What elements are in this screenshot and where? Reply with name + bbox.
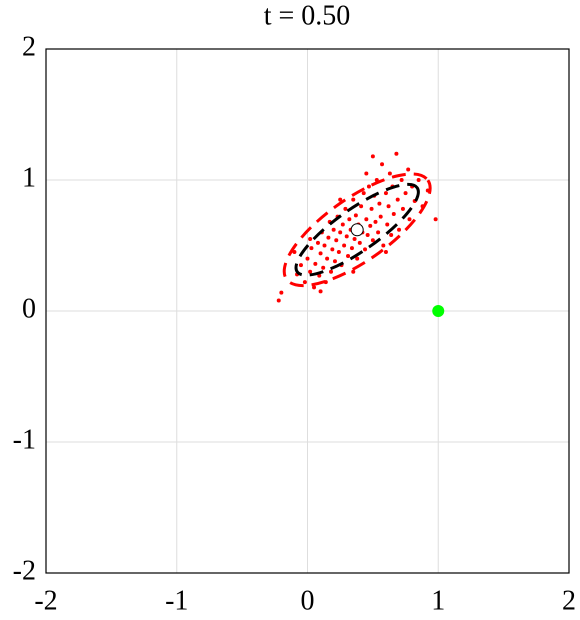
point bbox=[343, 206, 348, 211]
marker bbox=[350, 223, 364, 237]
point bbox=[407, 217, 412, 222]
point bbox=[305, 256, 310, 261]
point bbox=[321, 265, 326, 270]
x-tick-label: 0 bbox=[301, 585, 315, 616]
point bbox=[276, 298, 281, 303]
y-tick-label: -1 bbox=[13, 424, 36, 455]
y-tick-label: 0 bbox=[22, 293, 36, 324]
point bbox=[380, 162, 385, 167]
point bbox=[364, 217, 369, 222]
point bbox=[394, 151, 399, 156]
point bbox=[318, 251, 323, 256]
point bbox=[338, 230, 343, 235]
point bbox=[308, 236, 313, 241]
point bbox=[357, 240, 362, 245]
point bbox=[369, 206, 374, 211]
point bbox=[363, 247, 368, 252]
point bbox=[302, 280, 307, 285]
point bbox=[340, 222, 345, 227]
point bbox=[364, 171, 369, 176]
point bbox=[366, 184, 371, 189]
point bbox=[361, 191, 366, 196]
point bbox=[353, 213, 358, 218]
point bbox=[395, 197, 400, 202]
point bbox=[308, 269, 313, 274]
point bbox=[373, 219, 378, 224]
x-tick-label: -1 bbox=[165, 585, 188, 616]
x-tick-label: 2 bbox=[562, 585, 576, 616]
y-tick-label: 2 bbox=[22, 31, 36, 62]
point bbox=[334, 238, 339, 243]
point bbox=[387, 171, 392, 176]
point bbox=[359, 204, 364, 209]
point bbox=[336, 250, 341, 255]
point bbox=[403, 191, 408, 196]
point bbox=[309, 246, 314, 251]
point bbox=[318, 289, 323, 294]
point bbox=[298, 263, 303, 268]
point bbox=[391, 212, 396, 217]
point bbox=[322, 243, 327, 248]
point bbox=[433, 217, 438, 222]
point bbox=[325, 256, 330, 261]
chart-title: t = 0.50 bbox=[264, 0, 351, 31]
point bbox=[385, 222, 390, 227]
marker bbox=[432, 305, 445, 317]
point bbox=[292, 250, 297, 255]
point bbox=[397, 227, 402, 232]
point bbox=[370, 154, 375, 159]
y-tick-label: 1 bbox=[22, 162, 36, 193]
point bbox=[368, 223, 373, 228]
point bbox=[416, 178, 421, 182]
ellipse bbox=[282, 172, 432, 288]
point bbox=[349, 246, 354, 251]
point bbox=[389, 233, 394, 238]
point bbox=[365, 233, 370, 238]
point bbox=[313, 261, 318, 266]
point bbox=[351, 269, 356, 274]
point bbox=[344, 234, 349, 239]
plot-frame bbox=[45, 48, 570, 574]
point bbox=[331, 227, 336, 232]
point bbox=[386, 204, 391, 209]
point bbox=[351, 197, 356, 202]
point bbox=[315, 240, 320, 245]
point bbox=[342, 243, 347, 248]
y-tick-label: -2 bbox=[13, 555, 36, 586]
point bbox=[406, 167, 411, 172]
point bbox=[332, 259, 337, 264]
point bbox=[330, 247, 335, 252]
x-tick-label: -2 bbox=[34, 585, 57, 616]
point bbox=[376, 230, 381, 235]
point bbox=[355, 256, 360, 261]
point bbox=[347, 217, 352, 222]
point bbox=[399, 178, 404, 182]
point bbox=[378, 214, 383, 219]
x-tick-label: 1 bbox=[431, 585, 445, 616]
point bbox=[381, 243, 386, 248]
point bbox=[326, 235, 331, 240]
point bbox=[370, 238, 375, 243]
point bbox=[329, 269, 334, 274]
point bbox=[383, 191, 388, 196]
point bbox=[338, 197, 343, 202]
point bbox=[352, 236, 357, 241]
point bbox=[279, 290, 284, 295]
point bbox=[346, 253, 351, 258]
point bbox=[400, 206, 405, 211]
ellipse bbox=[294, 182, 420, 277]
point bbox=[383, 250, 388, 255]
point bbox=[312, 285, 317, 290]
point bbox=[377, 201, 382, 206]
